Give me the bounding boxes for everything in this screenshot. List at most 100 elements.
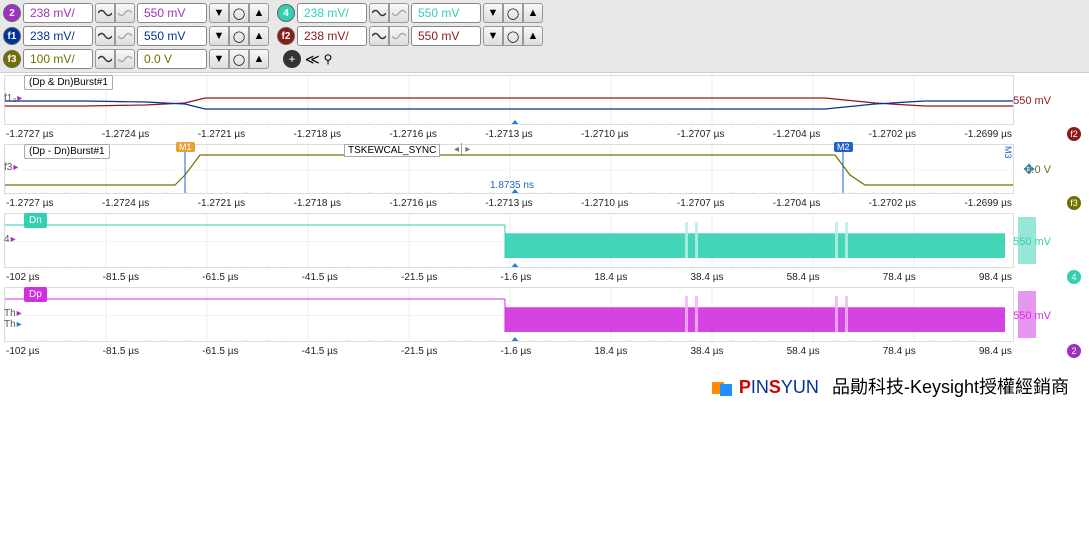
channel-group-f3: f3 100 mV/ 0.0 V ▼ ◯ ▲ — [3, 49, 269, 69]
segment-label: TSKEWCAL_SYNC — [344, 144, 440, 157]
axis-tick: -1.2721 µs — [198, 129, 245, 140]
offset-stepper[interactable]: ▼ ◯ ▲ — [483, 26, 543, 46]
axis-tick: -1.2713 µs — [485, 198, 532, 209]
offset-stepper[interactable]: ▼ ◯ ▲ — [209, 3, 269, 23]
waveform-canvas[interactable] — [4, 75, 1014, 125]
coupling-dc-button[interactable] — [115, 3, 135, 23]
delta-time: 1.8735 ns — [490, 180, 534, 191]
axis-tick: 38.4 µs — [691, 272, 724, 283]
panel-title[interactable]: Dn — [24, 213, 47, 228]
axis-tick: -81.5 µs — [103, 346, 139, 357]
axis-tick: -41.5 µs — [302, 272, 338, 283]
axis-tick: 58.4 µs — [787, 272, 820, 283]
offset-down-button[interactable]: ▼ — [209, 49, 229, 69]
offset-input[interactable]: 0.0 V — [137, 49, 207, 69]
waveform-canvas[interactable] — [4, 213, 1014, 268]
offset-center-button[interactable]: ◯ — [229, 49, 249, 69]
coupling-dc-button[interactable] — [389, 26, 409, 46]
offset-stepper[interactable]: ▼ ◯ ▲ — [483, 3, 543, 23]
axis-tick: -21.5 µs — [401, 346, 437, 357]
offset-input[interactable]: 550 mV — [137, 3, 207, 23]
scale-input[interactable]: 238 mV/ — [23, 3, 93, 23]
offset-down-button[interactable]: ▼ — [209, 3, 229, 23]
axis-tick: -81.5 µs — [103, 272, 139, 283]
channel-group-f2: f2 238 mV/ 550 mV ▼ ◯ ▲ — [277, 26, 543, 46]
footer: PINSYUN 品勛科技-Keysight授權經銷商 — [0, 363, 1089, 403]
offset-down-button[interactable]: ▼ — [483, 26, 503, 46]
panel-channel-badge[interactable]: 2 — [1067, 344, 1081, 358]
offset-center-button[interactable]: ◯ — [503, 3, 523, 23]
time-axis: -1.2727 µs-1.2724 µs-1.2721 µs-1.2718 µs… — [4, 129, 1014, 144]
offset-input[interactable]: 550 mV — [411, 26, 481, 46]
scale-input[interactable]: 238 mV/ — [297, 26, 367, 46]
ground-indicator-2: Th▸ — [4, 319, 22, 330]
ground-indicator: f3▸ — [4, 162, 18, 173]
panel-title[interactable]: Dp — [24, 287, 47, 302]
coupling-group — [95, 49, 135, 69]
ground-indicator: Th▸ — [4, 308, 22, 319]
pan-handle[interactable]: ◂│▸ — [454, 144, 470, 155]
pin-icon[interactable]: ⚲ — [324, 52, 333, 66]
extra-controls: + ≪ ⚲ — [283, 49, 332, 69]
channel-group-f1: f1 238 mV/ 550 mV ▼ ◯ ▲ — [3, 26, 269, 46]
offset-up-button[interactable]: ▲ — [523, 26, 543, 46]
offset-center-button[interactable]: ◯ — [503, 26, 523, 46]
offset-center-button[interactable]: ◯ — [229, 26, 249, 46]
marker-m2[interactable]: M2 — [834, 142, 853, 152]
scale-input[interactable]: 238 mV/ — [297, 3, 367, 23]
marker-m1[interactable]: M1 — [176, 142, 195, 152]
axis-tick: -1.2727 µs — [6, 129, 53, 140]
axis-tick: -1.2699 µs — [964, 129, 1011, 140]
side-offset-value: 550 mV — [1013, 236, 1051, 248]
scale-input[interactable]: 238 mV/ — [23, 26, 93, 46]
channel-badge[interactable]: f2 — [277, 27, 295, 45]
channel-badge[interactable]: 2 — [3, 4, 21, 22]
axis-tick: -1.2704 µs — [773, 198, 820, 209]
offset-down-button[interactable]: ▼ — [209, 26, 229, 46]
axis-tick: -1.2710 µs — [581, 129, 628, 140]
coupling-ac-button[interactable] — [369, 3, 389, 23]
coupling-dc-button[interactable] — [115, 49, 135, 69]
panel-channel-badge[interactable]: 4 — [1067, 270, 1081, 284]
waveform-canvas[interactable] — [4, 287, 1014, 342]
offset-up-button[interactable]: ▲ — [249, 26, 269, 46]
coupling-ac-button[interactable] — [95, 26, 115, 46]
offset-input[interactable]: 550 mV — [137, 26, 207, 46]
waveform-panel-2: Dn 4▸ 550 mV — [4, 213, 1085, 270]
coupling-group — [95, 3, 135, 23]
axis-tick: 98.4 µs — [979, 272, 1012, 283]
offset-up-button[interactable]: ▲ — [249, 3, 269, 23]
offset-stepper[interactable]: ▼ ◯ ▲ — [209, 26, 269, 46]
marker-m3[interactable]: M3 — [1003, 146, 1013, 159]
rewind-icon[interactable]: ≪ — [305, 51, 320, 68]
coupling-ac-button[interactable] — [95, 3, 115, 23]
axis-tick: -21.5 µs — [401, 272, 437, 283]
offset-input[interactable]: 550 mV — [411, 3, 481, 23]
axis-tick: -61.5 µs — [202, 346, 238, 357]
panel-title[interactable]: (Dp - Dn)Burst#1 — [24, 144, 110, 159]
scale-input[interactable]: 100 mV/ — [23, 49, 93, 69]
offset-center-button[interactable]: ◯ — [229, 3, 249, 23]
coupling-group — [369, 3, 409, 23]
offset-stepper[interactable]: ▼ ◯ ▲ — [209, 49, 269, 69]
coupling-group — [369, 26, 409, 46]
axis-tick: -1.2724 µs — [102, 129, 149, 140]
channel-badge[interactable]: f3 — [3, 50, 21, 68]
coupling-ac-button[interactable] — [95, 49, 115, 69]
panel-channel-badge[interactable]: f2 — [1067, 127, 1081, 141]
offset-down-button[interactable]: ▼ — [483, 3, 503, 23]
side-offset-value: 0.0 V — [1025, 164, 1051, 176]
coupling-dc-button[interactable] — [389, 3, 409, 23]
panel-channel-badge[interactable]: f3 — [1067, 196, 1081, 210]
panel-title[interactable]: (Dp & Dn)Burst#1 — [24, 75, 113, 90]
offset-up-button[interactable]: ▲ — [249, 49, 269, 69]
axis-tick: 58.4 µs — [787, 346, 820, 357]
offset-up-button[interactable]: ▲ — [523, 3, 543, 23]
axis-tick: -1.2707 µs — [677, 198, 724, 209]
coupling-dc-button[interactable] — [115, 26, 135, 46]
channel-badge[interactable]: f1 — [3, 27, 21, 45]
channel-badge[interactable]: 4 — [277, 4, 295, 22]
add-button[interactable]: + — [283, 50, 301, 68]
coupling-ac-button[interactable] — [369, 26, 389, 46]
axis-tick: 78.4 µs — [883, 346, 916, 357]
